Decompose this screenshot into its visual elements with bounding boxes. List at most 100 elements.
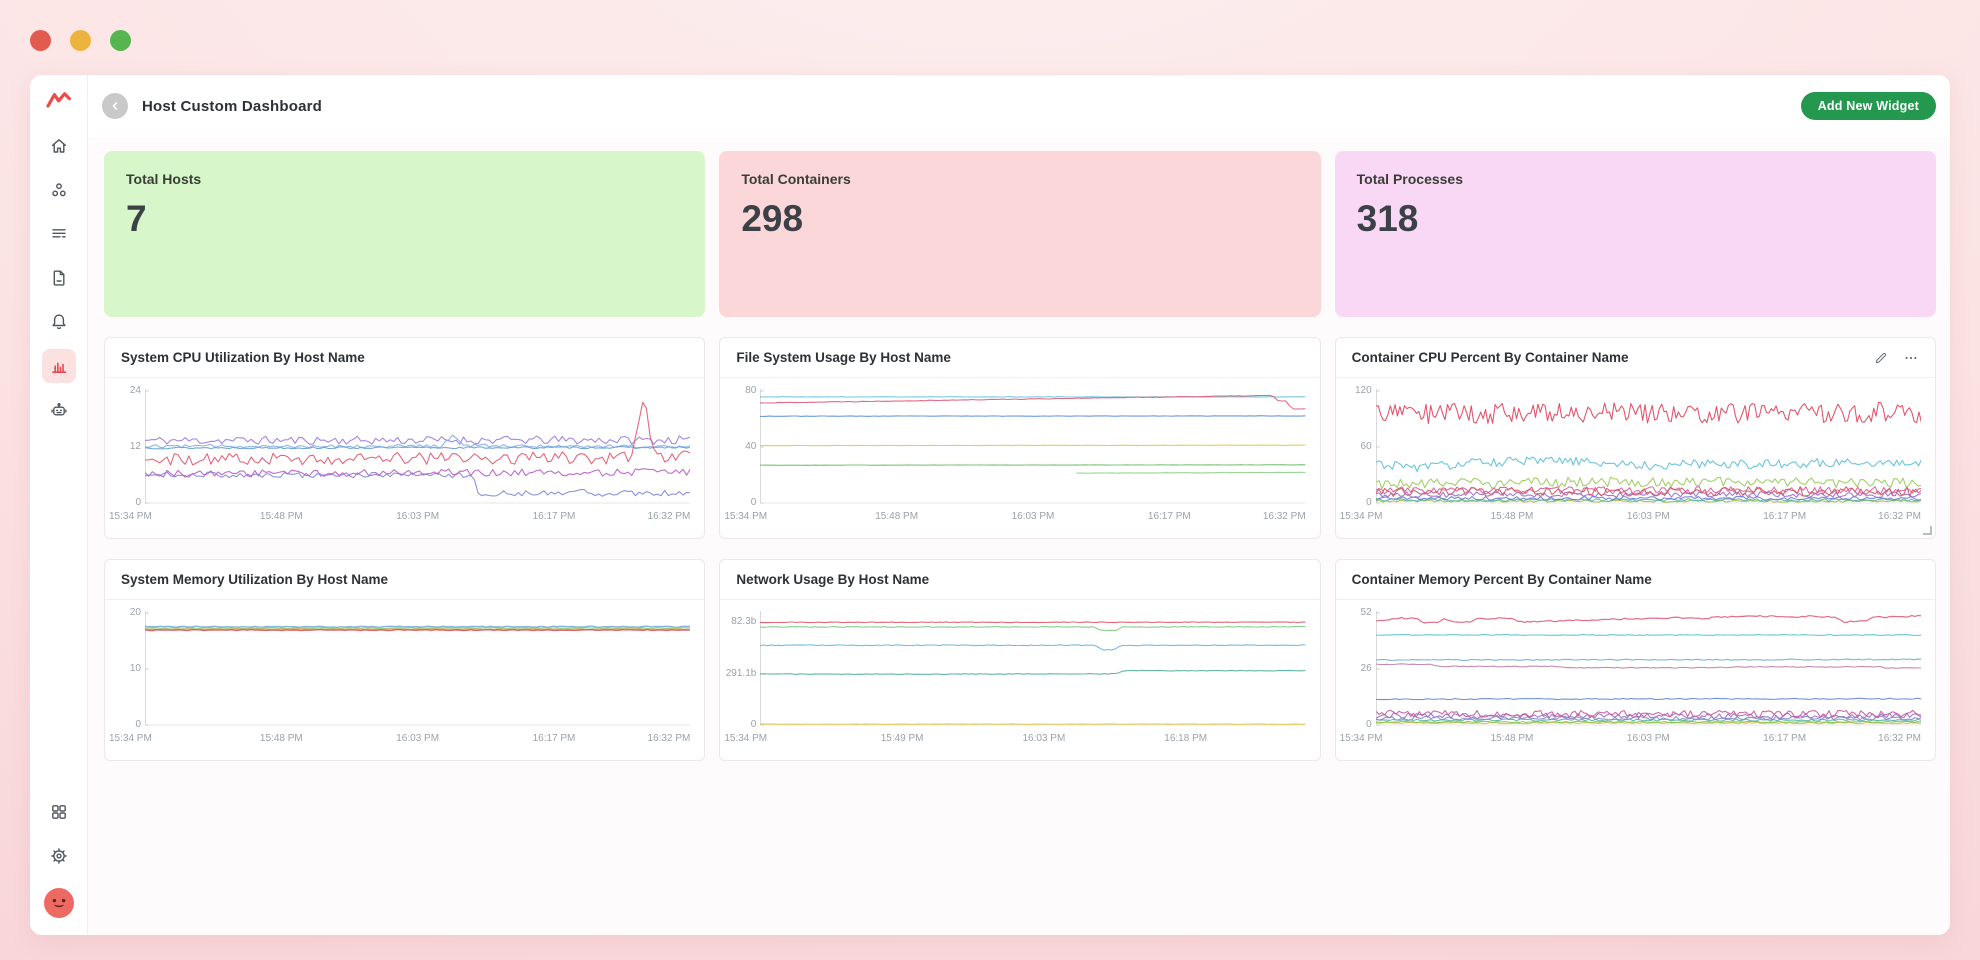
stat-label: Total Processes [1357, 171, 1914, 187]
y-tick-label: 0 [135, 719, 141, 730]
line-chart[interactable] [145, 387, 690, 507]
chart-series-line [145, 447, 690, 449]
y-tick-label: 82.3b [731, 616, 756, 627]
gear-icon [49, 846, 69, 866]
chart-series-line [145, 628, 690, 629]
chart-title: System Memory Utilization By Host Name [121, 572, 388, 587]
y-tick-label: 0 [135, 497, 141, 508]
chart-series-line [145, 402, 690, 465]
nodes-icon [49, 180, 69, 200]
x-tick-label: 15:49 PM [881, 733, 924, 744]
y-tick-label: 0 [751, 497, 757, 508]
sidebar-item-dashboards[interactable] [42, 349, 76, 383]
widget-menu-button[interactable] [1903, 350, 1919, 366]
x-tick-label: 15:34 PM [109, 733, 152, 744]
stat-label: Total Hosts [126, 171, 683, 187]
chart-series-line [1376, 402, 1921, 423]
x-axis-labels: 15:34 PM15:48 PM16:03 PM16:17 PM16:32 PM [1376, 729, 1921, 747]
widget-actions [1873, 350, 1919, 366]
sidebar [30, 75, 88, 935]
grid-icon [49, 802, 69, 822]
back-button[interactable] [102, 93, 128, 119]
line-chart[interactable] [1376, 609, 1921, 729]
x-tick-label: 15:34 PM [724, 511, 767, 522]
x-tick-label: 16:32 PM [1878, 733, 1921, 744]
home-icon [49, 136, 69, 156]
chart-series-line [1376, 659, 1921, 660]
sidebar-item-settings[interactable] [42, 839, 76, 873]
y-axis-labels: 01224 [111, 387, 145, 507]
chart-body: 01224 15:34 PM15:48 PM16:03 PM16:17 PM16… [105, 378, 704, 538]
x-tick-label: 15:48 PM [1491, 511, 1534, 522]
y-tick-label: 52 [1361, 607, 1372, 618]
traffic-light-minimize-button[interactable] [70, 30, 91, 51]
x-axis-labels: 15:34 PM15:49 PM16:03 PM16:18 PM [760, 729, 1305, 747]
sidebar-item-home[interactable] [42, 129, 76, 163]
sidebar-item-reports[interactable] [42, 261, 76, 295]
y-tick-label: 60 [1361, 441, 1372, 452]
add-new-widget-button[interactable]: Add New Widget [1801, 92, 1936, 120]
chart-body: 04080 15:34 PM15:48 PM16:03 PM16:17 PM16… [720, 378, 1319, 538]
page-header: Host Custom Dashboard Add New Widget [88, 75, 1950, 137]
traffic-light-maximize-button[interactable] [110, 30, 131, 51]
chart-series-line [760, 445, 1305, 446]
stat-value: 298 [741, 198, 1298, 240]
chart-body: 060120 15:34 PM15:48 PM16:03 PM16:17 PM1… [1336, 378, 1935, 538]
sidebar-item-bot[interactable] [42, 393, 76, 427]
y-tick-label: 120 [1355, 385, 1372, 396]
chart-title: Container CPU Percent By Container Name [1352, 350, 1629, 365]
chart-series-line [760, 627, 1305, 631]
stat-card-total-hosts[interactable]: Total Hosts 7 [104, 151, 705, 317]
y-tick-label: 291.1b [726, 668, 757, 679]
chart-series-line [1376, 457, 1921, 471]
log-lines-icon [49, 224, 69, 244]
x-tick-label: 15:48 PM [1491, 733, 1534, 744]
sidebar-item-apps[interactable] [42, 795, 76, 829]
chart-header: System CPU Utilization By Host Name [105, 338, 704, 378]
chart-title: Network Usage By Host Name [736, 572, 929, 587]
chart-series-line [1376, 477, 1921, 489]
x-tick-label: 16:03 PM [396, 511, 439, 522]
x-tick-label: 16:17 PM [1763, 511, 1806, 522]
chart-series-line [1376, 698, 1921, 699]
x-tick-label: 16:17 PM [1763, 733, 1806, 744]
chart-header: System Memory Utilization By Host Name [105, 560, 704, 600]
x-tick-label: 15:34 PM [724, 733, 767, 744]
y-tick-label: 40 [745, 441, 756, 452]
chart-title: System CPU Utilization By Host Name [121, 350, 365, 365]
traffic-light-close-button[interactable] [30, 30, 51, 51]
chart-series-line [760, 465, 1305, 466]
user-avatar[interactable] [43, 887, 75, 919]
x-tick-label: 16:18 PM [1164, 733, 1207, 744]
sidebar-item-logs[interactable] [42, 217, 76, 251]
x-tick-label: 15:34 PM [109, 511, 152, 522]
chart-header: Container CPU Percent By Container Name [1336, 338, 1935, 378]
x-tick-label: 16:32 PM [648, 511, 691, 522]
stat-label: Total Containers [741, 171, 1298, 187]
chart-series-line [145, 630, 690, 631]
line-chart[interactable] [1376, 387, 1921, 507]
stat-card-total-processes[interactable]: Total Processes 318 [1335, 151, 1936, 317]
bar-chart-icon [49, 356, 69, 376]
sidebar-item-alerts[interactable] [42, 305, 76, 339]
y-axis-labels: 060120 [1342, 387, 1376, 507]
x-axis-labels: 15:34 PM15:48 PM16:03 PM16:17 PM16:32 PM [1376, 507, 1921, 525]
stat-card-total-containers[interactable]: Total Containers 298 [719, 151, 1320, 317]
x-tick-label: 15:48 PM [260, 733, 303, 744]
y-axis-labels: 0 291.1b 82.3b [726, 609, 760, 729]
resize-handle[interactable] [1923, 526, 1932, 535]
line-chart[interactable] [145, 609, 690, 729]
x-axis-labels: 15:34 PM15:48 PM16:03 PM16:17 PM16:32 PM [145, 507, 690, 525]
edit-widget-button[interactable] [1873, 350, 1889, 366]
x-tick-label: 16:03 PM [1022, 733, 1065, 744]
window-controls [30, 30, 131, 51]
y-tick-label: 20 [130, 607, 141, 618]
sidebar-item-infrastructure[interactable] [42, 173, 76, 207]
line-chart[interactable] [760, 609, 1305, 729]
chart-card-network-usage: Network Usage By Host Name 0291.1b82.3b … [719, 559, 1320, 761]
x-tick-label: 16:03 PM [1012, 511, 1055, 522]
y-axis-labels: 02652 [1342, 609, 1376, 729]
y-tick-label: 0 [751, 719, 757, 730]
line-chart[interactable] [760, 387, 1305, 507]
chart-series-line [145, 626, 690, 627]
